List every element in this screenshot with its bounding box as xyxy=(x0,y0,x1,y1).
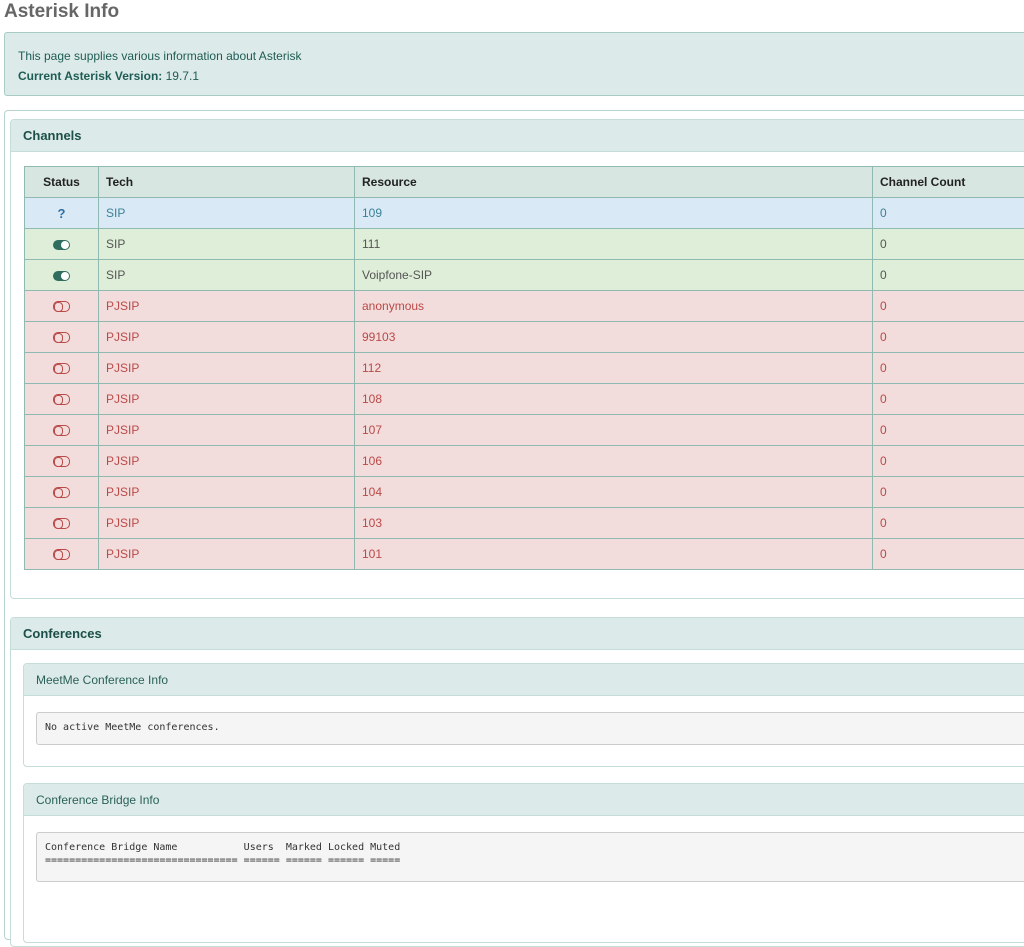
channel-count: 0 xyxy=(873,384,1024,415)
toggle-off-icon xyxy=(53,363,70,374)
toggle-off-icon xyxy=(53,332,70,343)
channel-resource: 111 xyxy=(355,229,873,260)
toggle-off-icon xyxy=(53,456,70,467)
channel-count: 0 xyxy=(873,198,1024,229)
toggle-off-icon xyxy=(53,301,70,312)
channel-count: 0 xyxy=(873,415,1024,446)
channel-tech: SIP xyxy=(99,260,355,291)
toggle-off-icon xyxy=(53,518,70,529)
channels-header-row: Status Tech Resource Channel Count xyxy=(25,167,1024,198)
channel-status xyxy=(25,353,99,384)
channel-status xyxy=(25,539,99,570)
channel-resource: 106 xyxy=(355,446,873,477)
channel-count: 0 xyxy=(873,229,1024,260)
channel-tech: PJSIP xyxy=(99,353,355,384)
channel-resource: 109 xyxy=(355,198,873,229)
channel-status xyxy=(25,477,99,508)
bridge-panel: Conference Bridge Info Conference Bridge… xyxy=(23,783,1024,943)
toggle-on-icon xyxy=(53,271,70,281)
channel-count: 0 xyxy=(873,353,1024,384)
channel-tech: PJSIP xyxy=(99,291,355,322)
channels-heading: Channels xyxy=(11,120,1024,152)
col-tech: Tech xyxy=(99,167,355,198)
channel-resource: 107 xyxy=(355,415,873,446)
conferences-heading: Conferences xyxy=(11,618,1024,650)
channel-status xyxy=(25,260,99,291)
channel-resource: 103 xyxy=(355,508,873,539)
channel-status xyxy=(25,415,99,446)
channel-tech: PJSIP xyxy=(99,477,355,508)
version-line: Current Asterisk Version: 19.7.1 xyxy=(18,66,1020,86)
channel-count: 0 xyxy=(873,508,1024,539)
channel-resource: 104 xyxy=(355,477,873,508)
channel-resource: anonymous xyxy=(355,291,873,322)
col-channel-count: Channel Count xyxy=(873,167,1024,198)
channel-tech: SIP xyxy=(99,229,355,260)
bridge-output: Conference Bridge Name Users Marked Lock… xyxy=(36,832,1024,882)
channel-count: 0 xyxy=(873,446,1024,477)
channel-status xyxy=(25,322,99,353)
conferences-panel: Conferences MeetMe Conference Info No ac… xyxy=(10,617,1024,947)
channel-tech: PJSIP xyxy=(99,322,355,353)
meetme-heading: MeetMe Conference Info xyxy=(24,664,1024,696)
channel-tech: PJSIP xyxy=(99,415,355,446)
col-status: Status xyxy=(25,167,99,198)
toggle-off-icon xyxy=(53,549,70,560)
info-box: This page supplies various information a… xyxy=(4,32,1024,96)
col-resource: Resource xyxy=(355,167,873,198)
channel-resource: 108 xyxy=(355,384,873,415)
toggle-off-icon xyxy=(53,487,70,498)
channel-status: ? xyxy=(25,198,99,229)
channel-count: 0 xyxy=(873,260,1024,291)
toggle-off-icon xyxy=(53,394,70,405)
page-title: Asterisk Info xyxy=(4,0,119,24)
channel-tech: PJSIP xyxy=(99,446,355,477)
channel-status xyxy=(25,446,99,477)
version-value: 19.7.1 xyxy=(166,69,199,83)
channel-resource: 112 xyxy=(355,353,873,384)
channel-resource: 99103 xyxy=(355,322,873,353)
channel-count: 0 xyxy=(873,477,1024,508)
info-description: This page supplies various information a… xyxy=(18,46,1020,66)
channel-tech: PJSIP xyxy=(99,508,355,539)
toggle-on-icon xyxy=(53,240,70,250)
channel-status xyxy=(25,291,99,322)
channel-tech: SIP xyxy=(99,198,355,229)
channel-status xyxy=(25,229,99,260)
channel-tech: PJSIP xyxy=(99,539,355,570)
meetme-output: No active MeetMe conferences. xyxy=(36,712,1024,745)
channel-status xyxy=(25,508,99,539)
bridge-heading: Conference Bridge Info xyxy=(24,784,1024,816)
channel-resource: 101 xyxy=(355,539,873,570)
channel-count: 0 xyxy=(873,539,1024,570)
version-label: Current Asterisk Version: xyxy=(18,69,162,83)
question-mark-icon: ? xyxy=(58,206,66,221)
toggle-off-icon xyxy=(53,425,70,436)
channel-count: 0 xyxy=(873,291,1024,322)
content-container: Channels Status Tech Resource Channel Co… xyxy=(4,110,1024,940)
channels-panel: Channels Status Tech Resource Channel Co… xyxy=(10,119,1024,599)
channel-tech: PJSIP xyxy=(99,384,355,415)
channel-status xyxy=(25,384,99,415)
channel-resource: Voipfone-SIP xyxy=(355,260,873,291)
channel-count: 0 xyxy=(873,322,1024,353)
meetme-panel: MeetMe Conference Info No active MeetMe … xyxy=(23,663,1024,767)
